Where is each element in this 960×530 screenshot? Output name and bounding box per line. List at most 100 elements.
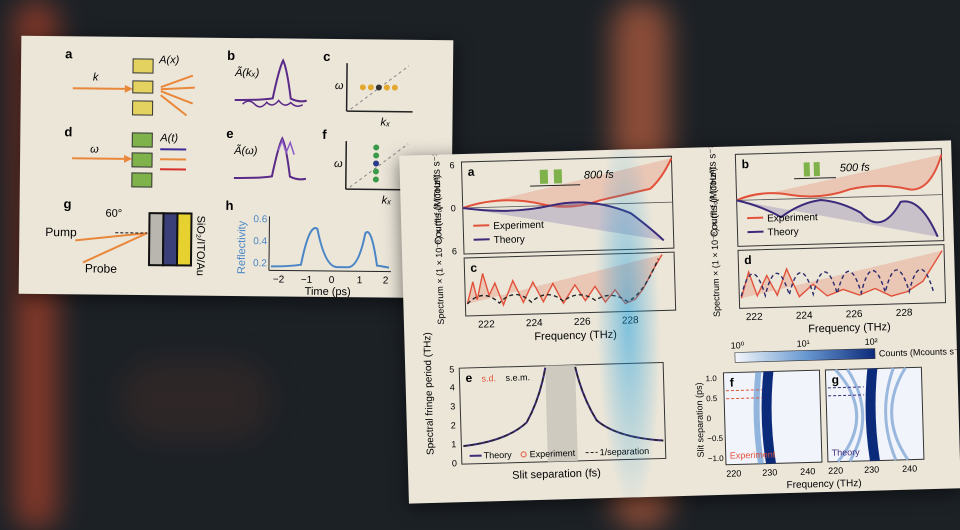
omega-label-d: ω	[90, 143, 99, 155]
legend-sem: s.e.m.	[505, 372, 530, 383]
heatmap-theory: g Theory 220 230 240 Frequency (THz)	[786, 366, 925, 491]
g-xtick-0: 220	[828, 466, 843, 476]
panel-label-h: h	[226, 198, 234, 213]
left-figure-svg: a b c d e f g h k A(x) Ã(kₓ)	[45, 46, 413, 298]
panel-label-f: f	[322, 127, 327, 142]
colorbar-tick-1: 10¹	[797, 338, 810, 348]
spatial-double-slit-diagram: k A(x)	[72, 54, 195, 117]
reflectivity-plot: 0.2 0.4 0.6 Reflectivity −2 −1 0 1 2 Tim…	[236, 214, 391, 298]
e-ytick-4: 4	[450, 382, 455, 392]
e-ytick-0: 0	[452, 458, 457, 468]
delay-label-b: 500 fs	[840, 162, 871, 175]
amplitude-k-label: Ã(kₓ)	[234, 66, 260, 79]
slit-separation-axis-label: Slit separation (fs)	[512, 467, 601, 481]
legend-theory-e: Theory	[484, 450, 513, 461]
g-xtick-1: 230	[864, 464, 879, 474]
legend-experiment-b: Experiment	[767, 212, 818, 224]
probe-label: Probe	[85, 261, 117, 275]
right-panel-label-e: e	[465, 371, 472, 385]
pump-probe-geometry: Pump Probe 60° SiO₂/ITO/Au	[45, 208, 207, 276]
legend-theory-a: Theory	[494, 234, 525, 246]
layer-stack-label: SiO₂/ITO/Au	[194, 216, 207, 276]
counts-colorbar: 10⁰ 10¹ 10² Counts (Mcounts s⁻¹)	[731, 336, 960, 363]
slit-separation-ps-axis-label: Slit separation (ps)	[694, 382, 706, 457]
f-xtick-0: 220	[726, 468, 741, 478]
h-xtick-1: −1	[301, 275, 313, 286]
h-xtick-3: 1	[357, 275, 363, 286]
counts-axis-label-a: Counts (Mcounts s⁻¹)	[431, 149, 445, 245]
spectrum-axis-label-d: Spectrum × (1 × 10⁻⁶) × (f−f₀)² (THz²)	[708, 167, 722, 317]
fringe-period-axis-label: Spectral fringe period (THz)	[422, 332, 436, 455]
h-xtick-4: 2	[383, 276, 389, 287]
amplitude-omega-label: Ã(ω)	[233, 144, 258, 157]
reflectivity-axis-label: Reflectivity	[236, 220, 249, 274]
h-ytick-1: 0.4	[253, 236, 267, 247]
kx-label-f: kₓ	[382, 195, 392, 207]
omega-label-c: ω	[335, 80, 344, 92]
g-xtick-2: 240	[902, 463, 917, 473]
panel-label-d: d	[64, 124, 72, 139]
counts-axis-label-b: Counts (Mcounts s⁻¹)	[707, 142, 721, 238]
freq-axis-label-d: Frequency (THz)	[808, 321, 891, 335]
blue-beam-overlay	[595, 129, 661, 510]
h-xtick-0: −2	[273, 274, 285, 285]
wavevector-label: k	[93, 71, 99, 83]
e-ytick-3: 3	[450, 401, 455, 411]
spectrum-axis-label-c: Spectrum × (1 × 10⁻⁶) × (f−f₀)² (THz²)	[432, 175, 446, 325]
pump-label: Pump	[45, 225, 77, 239]
freq-tick-d-2: 226	[846, 309, 863, 320]
fg-ytick-0: 1.0	[705, 374, 717, 383]
colorbar-tick-0: 10⁰	[731, 340, 745, 350]
legend-experiment-e: Experiment	[529, 448, 575, 459]
colorbar-label: Counts (Mcounts s⁻¹)	[879, 346, 960, 358]
panel-label-c: c	[323, 49, 330, 64]
temporal-spectrum-plot: Ã(ω)	[233, 136, 307, 181]
right-panel-label-g: g	[831, 373, 839, 387]
h-ytick-2: 0.6	[253, 214, 267, 225]
g-tag-theory: Theory	[832, 447, 861, 458]
freq-tick-d-3: 228	[896, 307, 913, 318]
freq-tick-c-1: 224	[526, 318, 543, 329]
h-ytick-0: 0.2	[253, 258, 267, 269]
spectrum-plot-d: d Spectrum × (1 × 10⁻⁶) × (f−f₀)² (THz²)…	[708, 167, 947, 335]
right-panel-label-b: b	[741, 157, 749, 171]
freq-tick-d-1: 224	[796, 310, 813, 321]
temporal-double-slit-diagram: ω A(t)	[72, 132, 187, 188]
amplitude-x-label: A(x)	[158, 54, 180, 66]
left-figure-panel: a b c d e f g h k A(x) Ã(kₓ)	[18, 35, 454, 299]
angle-label: 60°	[105, 208, 122, 220]
fg-ytick-1: 0.5	[706, 394, 718, 403]
dispersion-plot-c: ω kₓ	[335, 63, 413, 129]
e-ytick-1: 1	[451, 439, 456, 449]
omega-label-f: ω	[334, 158, 343, 170]
counts-tick-a-6: 6	[452, 246, 457, 256]
freq-tick-c-0: 222	[478, 319, 495, 330]
spatial-spectrum-plot: Ã(kₓ)	[234, 58, 307, 108]
fg-ytick-4: −1.0	[708, 454, 725, 463]
fg-ytick-2: 0	[707, 414, 712, 423]
counts-plot-b: b 500 fs Experiment Theory Counts (Mcoun…	[707, 142, 945, 247]
fg-freq-axis-label: Frequency (THz)	[786, 478, 861, 491]
legend-sd: s.d.	[481, 373, 496, 383]
legend-experiment-a: Experiment	[493, 220, 544, 232]
panel-label-g: g	[64, 196, 72, 211]
right-panel-label-f: f	[730, 375, 735, 389]
legend-theory-b: Theory	[767, 227, 798, 239]
panel-label-a: a	[65, 46, 73, 61]
right-figure-svg: a 800 fs Experiment Theory Counts (Mcoun…	[422, 129, 960, 510]
freq-tick-c-2: 226	[574, 316, 591, 327]
f-xtick-2: 240	[800, 466, 815, 476]
f-xtick-1: 230	[762, 467, 777, 477]
counts-tick-a-3: 0	[451, 203, 456, 213]
h-xtick-2: 0	[329, 275, 335, 286]
right-panel-label-c: c	[470, 261, 477, 275]
panel-label-b: b	[227, 48, 235, 63]
kx-label-c: kₓ	[380, 117, 390, 129]
panel-label-e: e	[226, 126, 233, 141]
e-ytick-2: 2	[451, 420, 456, 430]
freq-tick-d-0: 222	[746, 312, 763, 323]
counts-tick-a-0: 6	[449, 160, 454, 170]
fg-ytick-3: −0.5	[707, 434, 724, 443]
heatmap-experiment: f Experiment Slit separation (ps) 1.0 0.…	[694, 369, 823, 479]
e-ytick-5: 5	[449, 364, 454, 374]
